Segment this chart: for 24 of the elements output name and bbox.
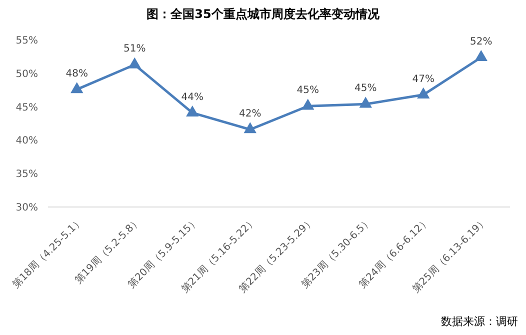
y-tick-label: 35% xyxy=(16,169,38,180)
data-label: 45% xyxy=(296,85,319,96)
data-label: 52% xyxy=(470,36,492,48)
point xyxy=(302,98,314,110)
point xyxy=(128,57,141,68)
data-label: 48% xyxy=(66,68,88,80)
y-tick-label: 45% xyxy=(16,102,38,114)
data-label: 45% xyxy=(354,83,377,94)
point xyxy=(244,122,256,134)
data-label: 44% xyxy=(181,92,204,103)
point xyxy=(417,87,430,98)
data-label: 51% xyxy=(124,44,146,55)
point xyxy=(474,50,488,62)
point xyxy=(186,105,199,116)
point xyxy=(70,82,84,94)
chart-title: 图：全国35个重点城市周度去化率变动情况 xyxy=(146,7,380,21)
source-note: 数据来源：调研 xyxy=(441,315,518,328)
y-tick-label: 40% xyxy=(16,136,38,147)
data-label: 47% xyxy=(412,74,434,85)
point xyxy=(359,96,372,108)
y-tick-label: 55% xyxy=(16,36,38,46)
data-label: 42% xyxy=(239,108,262,120)
y-tick-label: 30% xyxy=(16,202,38,214)
y-tick-label: 50% xyxy=(16,68,38,80)
